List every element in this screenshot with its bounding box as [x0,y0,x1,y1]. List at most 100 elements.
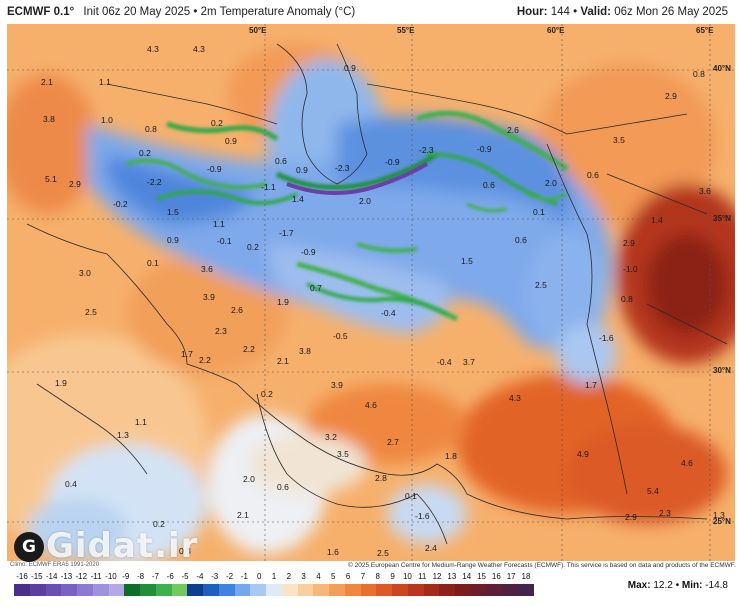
legend-tick-label: 15 [477,572,486,581]
color-legend: -16 -15 -14 -13 -12 -11 -10 -9 -8 -7 -6 -5 -4 -3 -2 -1 0… [14,572,534,598]
anomaly-value-label: 1.3 [713,510,725,520]
valid-value: 06z Mon 26 May 2025 [614,6,728,18]
anomaly-value-label: 1.5 [167,207,179,217]
legend-tick-label: -4 [196,572,204,581]
legend-tick-label: 4 [316,572,321,581]
anomaly-value-label: 2.3 [215,326,227,336]
legend-swatch [407,584,424,596]
anomaly-value-label: 0.2 [139,148,151,158]
anomaly-value-label: 3.6 [699,186,711,196]
anomaly-value-label: -1.1 [261,182,276,192]
anomaly-value-label: 2.1 [41,77,53,87]
legend-swatch [344,584,361,596]
legend-swatch [313,584,329,596]
legend-swatch [14,584,30,596]
lat-30-label: 30°N [713,366,731,375]
anomaly-value-label: 3.8 [43,114,55,124]
anomaly-value-label: -0.5 [333,331,348,341]
anomaly-value-label: -0.9 [477,144,492,154]
max-min-separator: • [675,580,680,591]
legend-swatch [203,584,219,596]
anomaly-value-label: 3.6 [201,264,213,274]
legend-tick-label: 16 [491,572,501,581]
anomaly-value-label: -1.6 [415,511,430,521]
climo-note: Climo: ECMWF ERA5 1991-2020 [10,562,100,568]
map-canvas [7,24,735,561]
anomaly-value-label: 3.8 [299,346,311,356]
anomaly-value-label: 1.8 [445,451,457,461]
anomaly-value-label: 0.8 [145,124,157,134]
hour-label: Hour: [516,6,548,18]
anomaly-value-label: 2.0 [359,196,371,206]
anomaly-value-label: 0.6 [515,235,527,245]
legend-swatch [470,584,487,596]
anomaly-value-label: 2.0 [545,178,557,188]
anomaly-value-label: 1.0 [101,115,113,125]
anomaly-value-label: 2.9 [623,238,635,248]
anomaly-value-label: 1.1 [135,417,147,427]
legend-tick-label: -6 [166,572,174,581]
lat-35-label: 35°N [713,214,731,223]
anomaly-value-label: 4.3 [509,393,521,403]
anomaly-value-label: 3.5 [337,449,349,459]
anomaly-value-label: 2.5 [377,548,389,558]
anomaly-value-label: 1.4 [292,194,304,204]
header-left: ECMWF 0.1° Init 06z 20 May 2025 • 2m Tem… [7,6,355,18]
anomaly-value-label: 0.8 [621,294,633,304]
anomaly-value-label: 4.6 [681,458,693,468]
legend-swatch [455,584,471,596]
legend-tick-label: 6 [345,572,351,581]
legend-swatch [518,584,534,596]
hour-value: 144 [550,6,570,18]
anomaly-value-label: 0.3 [179,546,191,556]
min-value: -14.8 [705,580,728,591]
legend-swatch [171,584,188,596]
legend-colorbar [14,584,534,596]
header-separator-2: • [573,6,578,18]
legend-tick-label: -3 [211,572,219,581]
anomaly-value-label: 1.6 [327,547,339,557]
anomaly-value-label: 0.2 [211,118,223,128]
legend-tick-label: 0 [256,572,262,581]
anomaly-value-label: 0.2 [261,389,273,399]
legend-tick-label: 17 [506,572,516,581]
anomaly-value-label: 2.5 [85,307,97,317]
legend-swatch [218,584,235,596]
anomaly-value-label: 2.1 [277,356,289,366]
anomaly-value-label: 2.2 [199,355,211,365]
graticule [7,24,735,561]
max-label: Max: [627,580,651,591]
anomaly-value-label: -2.2 [147,177,162,187]
anomaly-value-label: -2.3 [419,145,434,155]
legend-swatch [77,584,93,596]
anomaly-value-label: 2.2 [243,344,255,354]
anomaly-value-label: 0.6 [275,156,287,166]
anomaly-value-label: 2.8 [375,473,387,483]
anomaly-value-label: 2.5 [535,280,547,290]
anomaly-value-label: 1.3 [117,430,129,440]
copyright-notice: © 2025 European Centre for Medium-Range … [348,562,736,569]
anomaly-value-label: 0.6 [587,170,599,180]
legend-swatch [61,584,77,596]
anomaly-value-label: 0.4 [65,479,77,489]
lon-65-label: 65°E [696,26,714,35]
anomaly-value-label: 1.1 [99,77,111,87]
anomaly-value-label: 0.7 [310,283,322,293]
init-time: Init 06z 20 May 2025 [83,6,191,18]
anomaly-value-label: 0.6 [483,180,495,190]
anomaly-value-label: 3.2 [325,432,337,442]
anomaly-value-label: 0.1 [405,491,417,501]
anomaly-map[interactable]: 50°E 55°E 60°E 65°E 40°N 35°N 30°N 25°N … [7,24,735,561]
legend-tick-label: 12 [432,572,442,581]
legend-swatch [124,584,140,596]
anomaly-value-label: -1.6 [599,333,614,343]
max-min-readout: Max: 12.2 • Min: -14.8 [628,580,728,591]
legend-tick-label: 11 [418,572,427,581]
legend-tick-label: 3 [301,572,306,581]
legend-tick-label: 2 [286,572,292,581]
legend-tick-label: -10 [105,572,117,581]
legend-tick-label: -11 [90,572,102,581]
anomaly-value-label: 1.1 [213,219,225,229]
legend-tick-label: -5 [181,572,189,581]
legend-tick-label: 7 [360,572,366,581]
